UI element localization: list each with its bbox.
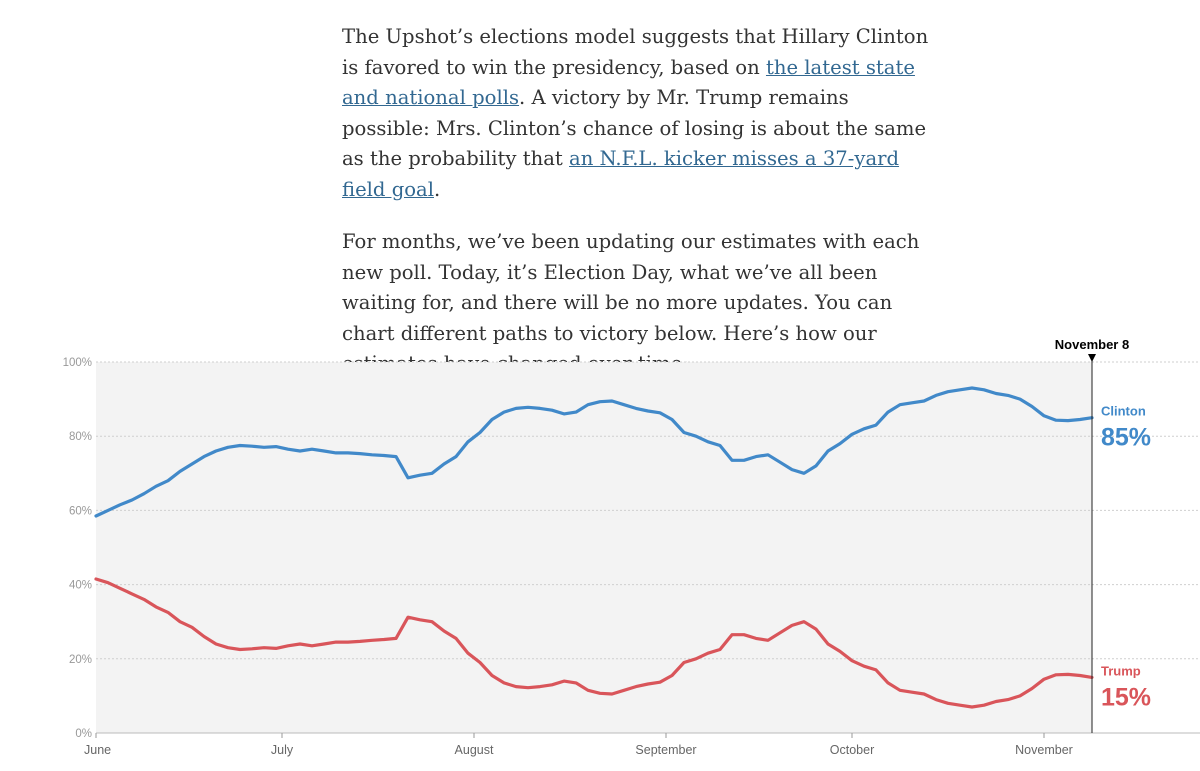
x-axis-ticks: June July August September October November (84, 733, 1073, 757)
link-nfl-kicker[interactable]: an N.F.L. kicker misses a 37-yard field … (342, 147, 900, 201)
plot-background (96, 362, 1092, 733)
series-line-clinton (94, 386, 1094, 518)
x-tick-label: July (271, 743, 294, 757)
y-tick-label: 0% (75, 728, 92, 740)
clinton-final-pct: 85% (1101, 424, 1151, 452)
x-tick-label: November (1015, 743, 1073, 757)
link-latest-polls[interactable]: the latest state and national polls (342, 55, 915, 110)
marker-label: November 8 (1055, 337, 1129, 352)
x-tick-label: August (455, 743, 494, 757)
y-tick-label: 40% (69, 580, 92, 592)
x-tick-label: October (830, 743, 874, 757)
p1-text-3: . (434, 177, 441, 201)
p1-text-1: The Upshot’s elections model suggests th… (342, 25, 929, 79)
gridlines (96, 361, 1200, 734)
series-line-trump (94, 577, 1094, 709)
article-body: The Upshot’s elections model suggests th… (342, 22, 942, 402)
p1-text-2: . A victory by Mr. Trump remains possibl… (342, 86, 927, 170)
trump-label: Trump (1101, 663, 1141, 678)
y-tick-label: 100% (63, 357, 92, 369)
marker-arrow-icon (1088, 354, 1096, 362)
y-tick-label: 20% (69, 654, 92, 666)
clinton-label: Clinton (1101, 404, 1146, 419)
y-tick-label: 60% (69, 505, 92, 517)
x-tick-label: September (635, 743, 696, 757)
y-tick-label: 80% (69, 431, 92, 443)
paragraph-model-summary: The Upshot’s elections model suggests th… (342, 22, 942, 205)
y-axis-ticks: 0% 20% 40% 60% 80% 100% (63, 357, 92, 740)
forecast-chart: 0% 20% 40% 60% 80% 100% June July August Septemb… (63, 337, 1200, 757)
trump-final-pct: 15% (1101, 683, 1151, 711)
x-tick-label: June (84, 743, 111, 757)
